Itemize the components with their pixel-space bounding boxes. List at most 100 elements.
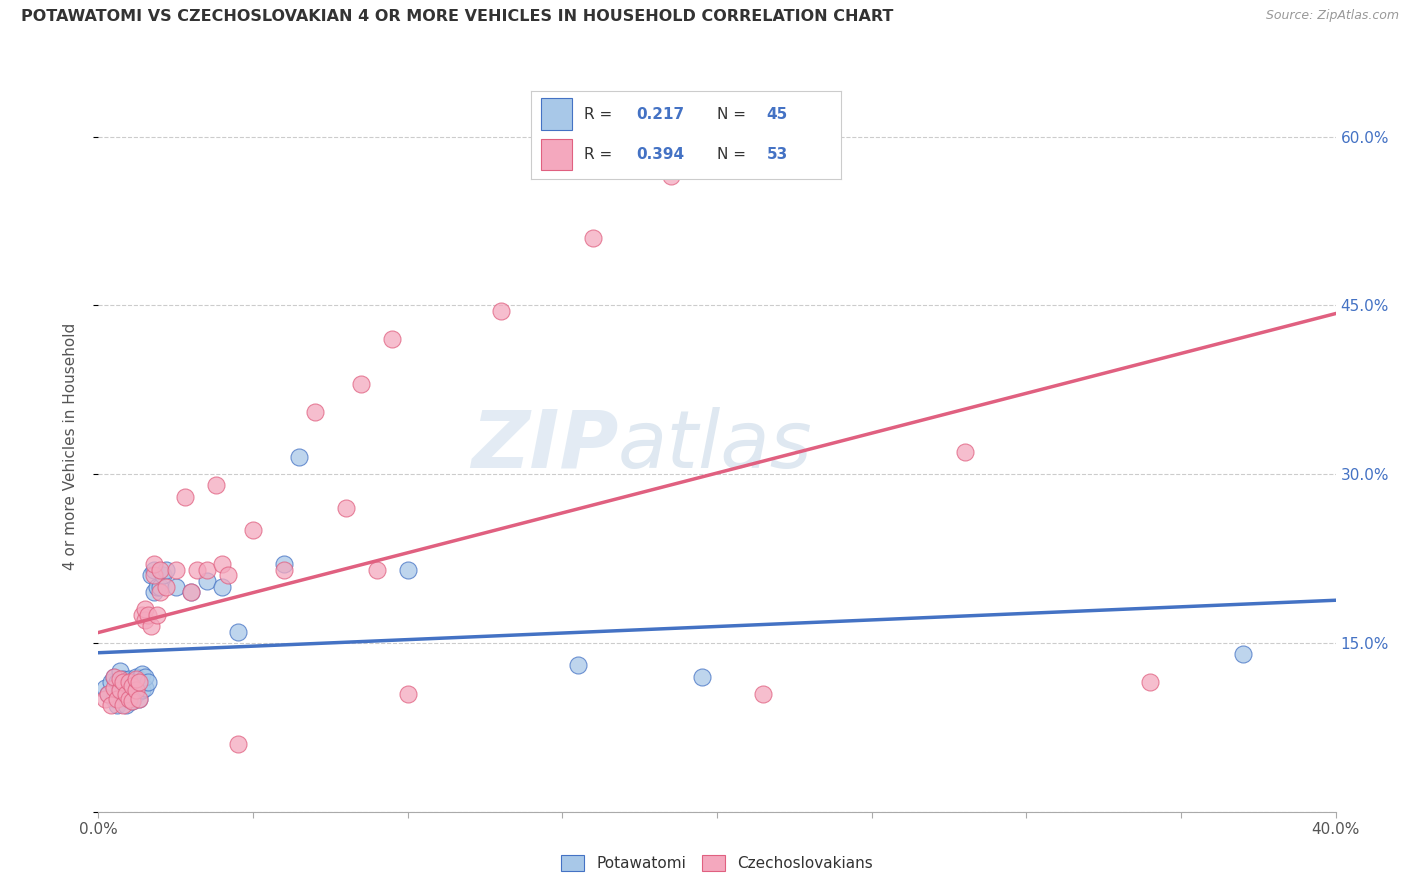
Point [115, 679, 138, 693]
Point [105, 698, 128, 712]
Point [128, 692, 150, 706]
Point [112, 698, 135, 712]
Point [1139, 675, 1161, 690]
Text: Source: ZipAtlas.com: Source: ZipAtlas.com [1265, 9, 1399, 22]
Point [112, 675, 135, 690]
Point [953, 444, 976, 458]
Point [155, 580, 177, 594]
Point [97, 687, 120, 701]
Point [108, 672, 131, 686]
Point [124, 670, 146, 684]
Point [659, 169, 682, 183]
Point [100, 698, 122, 712]
Text: atlas: atlas [619, 407, 813, 485]
Point [128, 675, 150, 690]
Point [165, 580, 187, 594]
Point [143, 557, 166, 571]
Point [100, 675, 122, 690]
Point [112, 683, 135, 698]
Point [567, 658, 589, 673]
Point [165, 563, 187, 577]
Point [103, 670, 125, 684]
Point [131, 667, 153, 681]
Point [118, 679, 141, 693]
Point [124, 683, 146, 698]
Point [226, 737, 249, 751]
Point [152, 568, 174, 582]
Point [366, 563, 388, 577]
Point [1232, 647, 1254, 661]
Point [115, 687, 138, 701]
Point [134, 681, 156, 695]
Point [136, 607, 159, 622]
Point [118, 692, 141, 706]
Point [396, 563, 419, 577]
Point [118, 672, 141, 686]
Point [121, 679, 143, 693]
Point [124, 687, 146, 701]
Point [128, 692, 150, 706]
Point [174, 490, 197, 504]
Point [131, 607, 153, 622]
Point [134, 670, 156, 684]
Point [108, 664, 131, 678]
Point [149, 563, 172, 577]
Point [97, 687, 120, 701]
Point [180, 585, 202, 599]
Point [226, 624, 249, 639]
Point [350, 377, 373, 392]
Point [211, 557, 233, 571]
Point [108, 683, 131, 698]
Point [103, 670, 125, 684]
Point [115, 698, 138, 712]
Point [146, 580, 169, 594]
Point [155, 563, 177, 577]
Point [124, 672, 146, 686]
Point [121, 694, 143, 708]
Point [195, 574, 218, 588]
Point [242, 524, 264, 538]
Point [146, 607, 169, 622]
Point [288, 450, 311, 465]
Y-axis label: 4 or more Vehicles in Household: 4 or more Vehicles in Household [63, 322, 77, 570]
Point [273, 563, 295, 577]
Point [121, 675, 143, 690]
Point [217, 568, 239, 582]
Point [103, 692, 125, 706]
Point [396, 687, 419, 701]
Point [131, 683, 153, 698]
Legend: Potawatomi, Czechoslovakians: Potawatomi, Czechoslovakians [555, 849, 879, 877]
Point [180, 585, 202, 599]
Text: ZIP: ZIP [471, 407, 619, 485]
Point [186, 563, 208, 577]
Point [149, 580, 172, 594]
Point [139, 619, 162, 633]
Point [149, 585, 172, 599]
Point [143, 568, 166, 582]
Point [143, 563, 166, 577]
Point [381, 332, 404, 346]
Point [108, 681, 131, 695]
Point [195, 563, 218, 577]
Point [335, 500, 357, 515]
Point [118, 675, 141, 690]
Point [489, 304, 512, 318]
Point [690, 670, 713, 684]
Point [118, 692, 141, 706]
Point [128, 672, 150, 686]
Point [211, 580, 233, 594]
Point [134, 602, 156, 616]
Point [752, 687, 775, 701]
Point [136, 675, 159, 690]
Text: POTAWATOMI VS CZECHOSLOVAKIAN 4 OR MORE VEHICLES IN HOUSEHOLD CORRELATION CHART: POTAWATOMI VS CZECHOSLOVAKIAN 4 OR MORE … [21, 9, 893, 24]
Point [93, 681, 115, 695]
Point [273, 557, 295, 571]
Point [205, 478, 228, 492]
Point [105, 692, 128, 706]
Point [121, 694, 143, 708]
Point [139, 568, 162, 582]
Point [134, 614, 156, 628]
Point [304, 405, 326, 419]
Point [103, 681, 125, 695]
Point [105, 675, 128, 690]
